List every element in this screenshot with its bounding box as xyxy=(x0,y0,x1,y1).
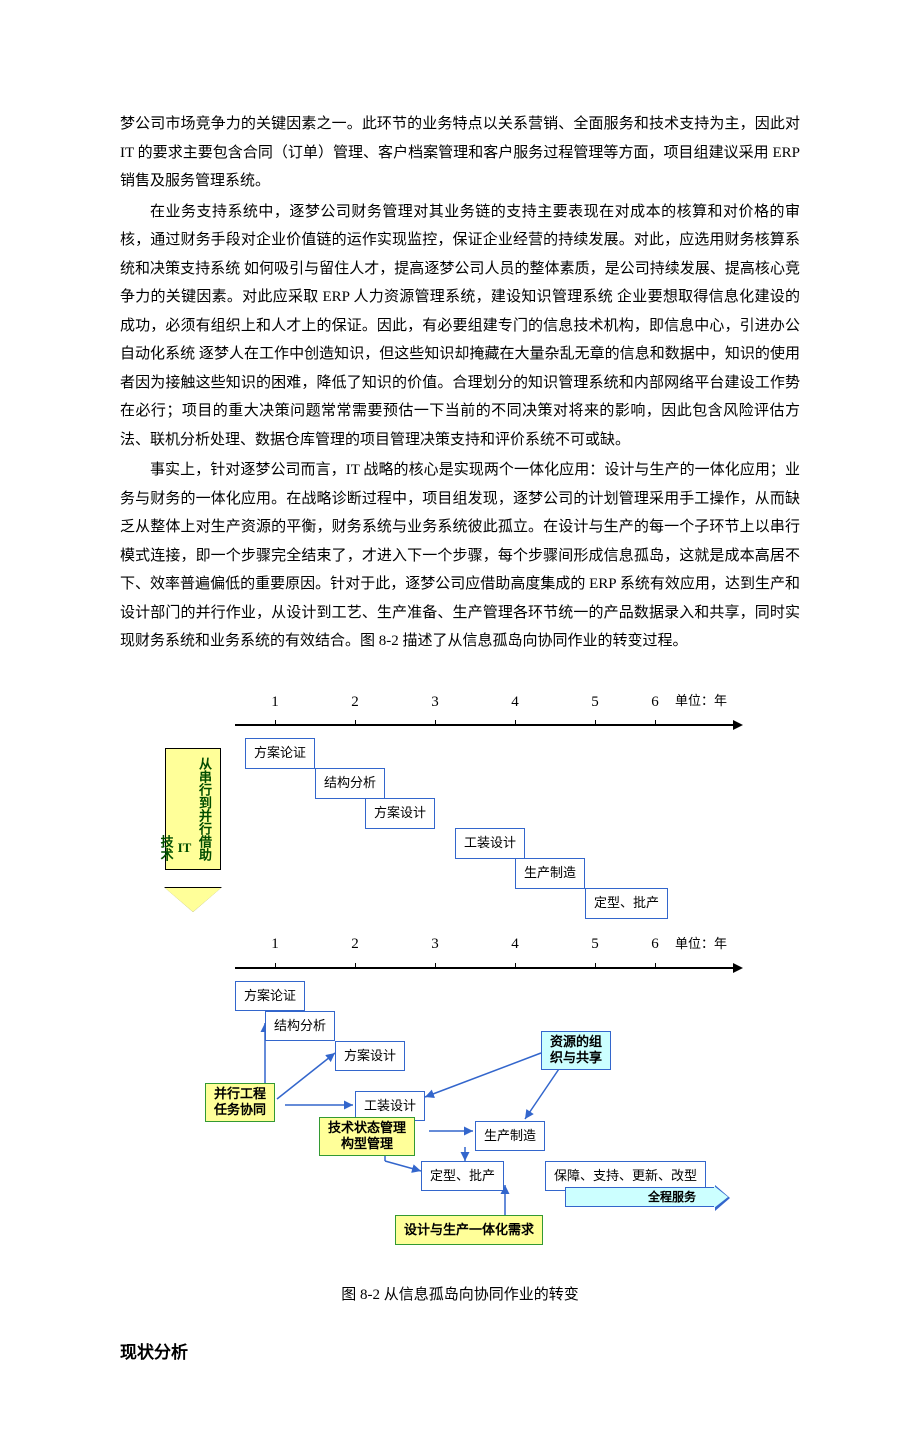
step-box: 方案论证 xyxy=(235,981,305,1012)
vlabel-col: 技术 xyxy=(153,835,178,861)
step-box: 定型、批产 xyxy=(421,1161,504,1192)
tick: 2 xyxy=(315,930,395,959)
axis-unit: 单位：年 xyxy=(675,932,727,957)
figure-caption: 图 8-2 从信息孤岛向协同作业的转变 xyxy=(120,1281,800,1310)
step-box: 结构分析 xyxy=(265,1011,335,1042)
serial-flow: 从串行到并行 借助 IT 技术 方案论证 结构分析 方案设计 工装设计 生产制造… xyxy=(165,730,755,930)
vlabel-col: 借助 xyxy=(191,835,216,861)
down-arrow-icon xyxy=(165,888,221,914)
paragraph-1: 梦公司市场竞争力的关键因素之一。此环节的业务特点以关系营销、全面服务和技术支持为… xyxy=(120,110,800,196)
tick: 3 xyxy=(395,930,475,959)
service-arrow: 全程服务 xyxy=(565,1187,715,1207)
tick: 5 xyxy=(555,688,635,717)
highlight-box: 技术状态管理 构型管理 xyxy=(319,1117,415,1157)
vertical-label: 从串行到并行 借助 IT 技术 xyxy=(165,748,221,870)
tick: 2 xyxy=(315,688,395,717)
highlight-box: 设计与生产一体化需求 xyxy=(395,1215,543,1246)
parallel-flow: 方案论证 结构分析 方案设计 工装设计 生产制造 定型、批产 保障、支持、更新、… xyxy=(165,975,755,1255)
vlabel-col: IT xyxy=(178,836,192,861)
axis-line xyxy=(235,967,735,969)
axis-unit: 单位：年 xyxy=(675,689,727,714)
step-box: 方案论证 xyxy=(245,738,315,769)
step-box: 方案设计 xyxy=(335,1041,405,1072)
paragraph-3: 事实上，针对逐梦公司而言，IT 战略的核心是实现两个一体化应用：设计与生产的一体… xyxy=(120,456,800,656)
vlabel-col: 从串行到并行 xyxy=(170,757,216,835)
tick: 1 xyxy=(235,930,315,959)
axis-bottom-ticks: 1 2 3 4 5 6 单位：年 xyxy=(235,930,755,959)
step-box: 工装设计 xyxy=(455,828,525,859)
tick: 4 xyxy=(475,930,555,959)
axis-top-ticks: 1 2 3 4 5 6 单位：年 xyxy=(235,688,755,717)
step-box: 结构分析 xyxy=(315,768,385,799)
section-heading: 现状分析 xyxy=(120,1337,800,1369)
step-box: 生产制造 xyxy=(475,1121,545,1152)
tick: 6 xyxy=(635,930,675,959)
tick: 3 xyxy=(395,688,475,717)
paragraph-2: 在业务支持系统中，逐梦公司财务管理对其业务链的支持主要表现在对成本的核算和对价格… xyxy=(120,198,800,455)
step-box: 生产制造 xyxy=(515,858,585,889)
tick: 5 xyxy=(555,930,635,959)
step-box: 方案设计 xyxy=(365,798,435,829)
step-box: 定型、批产 xyxy=(585,888,668,919)
tick: 4 xyxy=(475,688,555,717)
tick: 6 xyxy=(635,688,675,717)
highlight-box: 并行工程 任务协同 xyxy=(205,1083,275,1123)
axis-line xyxy=(235,724,735,726)
resource-box: 资源的组 织与共享 xyxy=(541,1031,611,1071)
diagram-8-2: 1 2 3 4 5 6 单位：年 从串行到并行 借助 IT 技术 方案论证 结构… xyxy=(120,688,800,1255)
tick: 1 xyxy=(235,688,315,717)
